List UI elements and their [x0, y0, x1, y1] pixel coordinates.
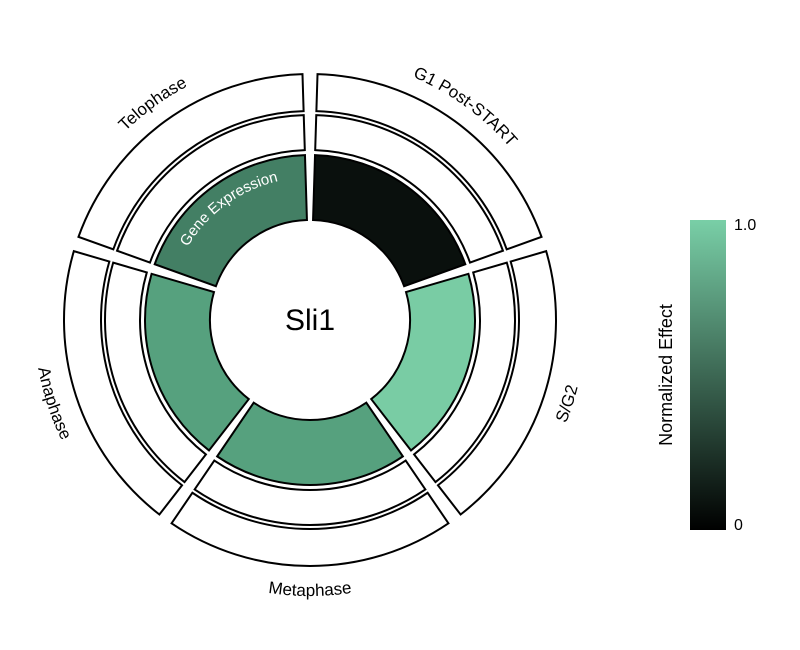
colorbar-legend: 1.0 0 Normalized Effect — [656, 217, 756, 534]
radial-phase-chart: G1 Post-STARTS/G2MetaphaseAnaphaseTeloph… — [0, 0, 800, 650]
phase-label: S/G2 — [552, 383, 582, 425]
phase-label: Metaphase — [268, 578, 353, 600]
colorbar — [690, 220, 726, 530]
inner-segment — [217, 403, 403, 485]
center-label: Sli1 — [285, 304, 335, 337]
phase-label: Anaphase — [34, 365, 75, 442]
donut-chart: G1 Post-STARTS/G2MetaphaseAnaphaseTeloph… — [34, 56, 586, 600]
colorbar-tick-top: 1.0 — [734, 217, 756, 234]
colorbar-tick-bottom: 0 — [734, 517, 743, 534]
colorbar-label: Normalized Effect — [656, 304, 676, 446]
